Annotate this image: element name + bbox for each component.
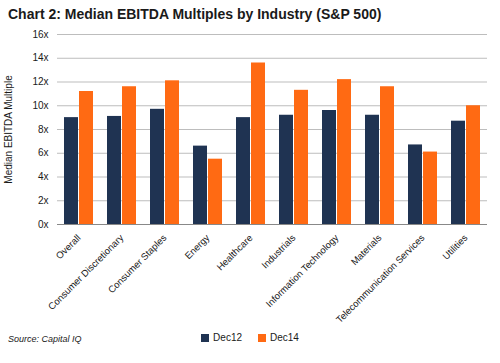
svg-text:14x: 14x: [32, 52, 48, 63]
svg-text:12x: 12x: [32, 76, 48, 87]
svg-text:Industrials: Industrials: [259, 232, 298, 271]
svg-text:Utilities: Utilities: [440, 232, 470, 262]
svg-text:10x: 10x: [32, 100, 48, 111]
svg-text:16x: 16x: [32, 29, 48, 40]
svg-text:Consumer Discretionary: Consumer Discretionary: [46, 232, 126, 312]
svg-text:Median EBITDA Multiple: Median EBITDA Multiple: [3, 75, 14, 184]
html-text:Dec14: Dec14: [270, 332, 299, 343]
svg-text:Healthcare: Healthcare: [214, 232, 254, 272]
html-text:Dec12: Dec12: [213, 332, 242, 343]
svg-text:Information Technology: Information Technology: [263, 232, 340, 309]
svg-text:Overall: Overall: [54, 232, 83, 261]
svg-text:Consumer Staples: Consumer Staples: [106, 232, 169, 295]
svg-text:6x: 6x: [38, 147, 49, 158]
html-text:Source: Capital IQ: Source: Capital IQ: [8, 334, 82, 344]
svg-text:Energy: Energy: [182, 232, 211, 261]
svg-text:4x: 4x: [38, 171, 49, 182]
html-text:Chart 2: Median EBITDA Multipl: Chart 2: Median EBITDA Multiples by Indu…: [8, 6, 382, 22]
svg-text:0x: 0x: [38, 219, 49, 230]
svg-text:2x: 2x: [38, 195, 49, 206]
svg-text:8x: 8x: [38, 124, 49, 135]
svg-text:Telecommunication Services: Telecommunication Services: [334, 232, 427, 325]
svg-text:Materials: Materials: [349, 232, 384, 267]
